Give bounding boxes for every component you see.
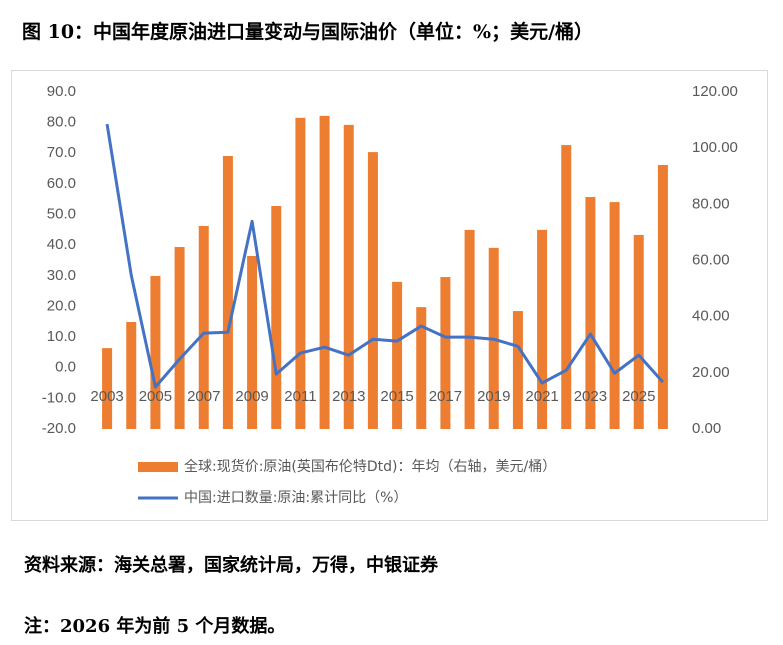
chart-frame [11,70,768,521]
y-tick-label: 0.0 [55,359,76,376]
y-tick-label: -10.0 [42,389,76,406]
bar [657,165,668,429]
chart-title: 图 10：中国年度原油进口量变动与国际油价（单位：%；美元/桶） [22,20,593,43]
bar [561,145,572,429]
bar [102,348,113,429]
y2-tick-label: 20.00 [692,364,730,381]
bar [150,275,161,429]
x-tick-label: 2007 [187,388,220,405]
bar [537,229,548,429]
legend-label: 全球:现货价:原油(英国布伦特Dtd)：年均（右轴，美元/桶） [184,458,556,475]
x-tick-label: 2025 [622,388,655,405]
x-tick-label: 2017 [429,388,462,405]
x-tick-label: 2005 [139,388,172,405]
bar [222,156,233,429]
bar [464,229,475,429]
bar [198,225,209,429]
y-tick-label: 70.0 [47,144,76,161]
bar [440,277,451,429]
bar [416,307,427,429]
x-tick-label: 2013 [332,388,365,405]
bar [367,152,378,429]
legend-label: 中国:进口数量:原油:累计同比（%） [184,490,407,506]
bar [271,206,282,429]
y2-tick-label: 40.00 [692,308,730,325]
y2-tick-label: 80.00 [692,195,730,212]
bar [343,124,354,430]
y2-tick-label: 100.00 [692,139,738,156]
y2-tick-label: 120.00 [692,83,738,100]
bar [319,115,330,429]
y-tick-label: 10.0 [47,328,76,345]
bar [512,311,523,429]
x-tick-label: 2015 [380,388,413,405]
x-tick-label: 2019 [477,388,510,405]
y-tick-label: 50.0 [47,206,76,223]
bar [247,256,258,429]
y-tick-label: -20.0 [42,420,76,437]
y-tick-label: 40.0 [47,236,76,253]
x-tick-label: 2009 [235,388,268,405]
bar [295,117,306,429]
x-tick-label: 2003 [90,388,123,405]
footnote: 注：2026 年为前 5 个月数据。 [24,615,285,637]
y-tick-label: 80.0 [47,114,76,131]
y-tick-label: 60.0 [47,175,76,192]
y2-tick-label: 60.00 [692,251,730,268]
bar [585,197,596,429]
source-note: 资料来源：海关总署，国家统计局，万得，中银证券 [24,554,439,576]
bar [633,234,644,429]
y-tick-label: 20.0 [47,297,76,314]
x-tick-label: 2021 [525,388,558,405]
x-tick-label: 2011 [284,388,316,405]
x-tick-label: 2023 [574,388,607,405]
bar [609,202,620,429]
bar [392,281,403,429]
bar [126,322,137,429]
line [105,123,665,389]
y2-tick-label: 0.00 [692,420,721,437]
legend-swatch [138,462,178,472]
bar [174,247,185,429]
y-tick-label: 30.0 [47,267,76,284]
y-tick-label: 90.0 [47,83,76,100]
